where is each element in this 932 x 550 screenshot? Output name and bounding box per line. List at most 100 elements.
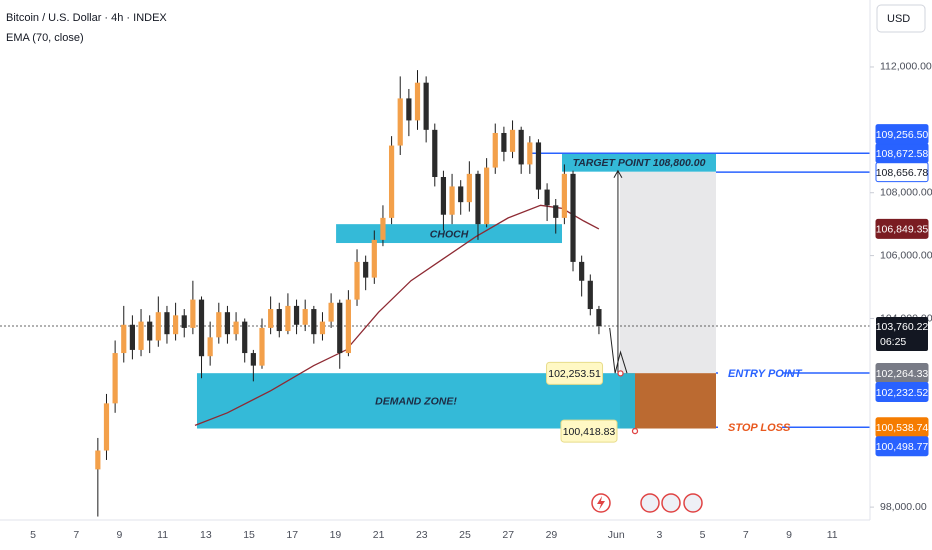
candle-body — [103, 403, 110, 451]
x-tick-label: 3 — [656, 529, 662, 541]
price-tag — [875, 218, 929, 239]
event-icon[interactable] — [683, 493, 703, 513]
event-icon[interactable] — [640, 493, 660, 513]
x-tick-label: Jun — [608, 529, 625, 541]
chart-title: Bitcoin / U.S. Dollar · 4h · INDEX — [6, 12, 167, 24]
price-tag-label: 106,849.35 — [876, 224, 929, 236]
candle-body — [216, 312, 222, 338]
x-tick-label: 27 — [502, 529, 514, 541]
plot-area: CHOCH DEMAND ZONE! TARGET POINT 108,800.00… — [0, 70, 870, 517]
event-icon[interactable] — [661, 493, 681, 513]
stop-tag-label: 100,418.83 — [563, 426, 616, 438]
candle-body — [475, 173, 481, 225]
price-tag-label: 100,498.77 — [876, 441, 929, 453]
candle-body — [172, 315, 179, 335]
level-label: ENTRY POINT — [728, 368, 803, 380]
candle-body — [129, 324, 136, 350]
loss-area — [619, 373, 717, 429]
x-tick-label: 17 — [286, 529, 298, 541]
y-tick-label: 106,000.00 — [880, 249, 932, 261]
candle-body — [207, 337, 213, 357]
x-tick-label: 21 — [373, 529, 385, 541]
candle-body — [579, 261, 585, 281]
current-price-label: 103,760.22 — [876, 321, 929, 333]
x-tick-label: 11 — [157, 529, 168, 541]
candle-body — [518, 129, 524, 165]
x-tick-label: 25 — [459, 529, 471, 541]
currency-label[interactable]: USD — [887, 13, 910, 25]
candle-body — [587, 280, 593, 310]
candle-body — [268, 309, 274, 328]
currency-button[interactable] — [876, 4, 926, 33]
x-tick-label: 5 — [700, 529, 706, 541]
event-icons — [591, 493, 703, 513]
candle-body — [380, 217, 386, 240]
zone — [336, 224, 563, 244]
candle-body — [198, 299, 205, 357]
price-tag-label: 109,256.50 — [876, 129, 929, 141]
candle-body — [190, 299, 196, 328]
candle-body — [233, 321, 239, 335]
candle-body — [138, 321, 144, 350]
entry-tag-box — [546, 361, 604, 385]
candle-body — [414, 82, 421, 121]
price-tag — [875, 436, 929, 457]
stop-tag-point — [631, 427, 639, 435]
candle-body — [501, 132, 507, 152]
current-price-tag — [876, 317, 928, 352]
zone-label: DEMAND ZONE! — [375, 396, 457, 408]
candle-body — [553, 205, 559, 218]
entry-tag-point — [617, 370, 624, 377]
candle-body — [544, 189, 550, 206]
arrow-head — [613, 169, 623, 178]
candle-body — [527, 142, 533, 165]
candle-body — [164, 312, 170, 335]
price-tag-label: 108,656.78 — [876, 167, 929, 179]
price-tag-label: 102,232.52 — [876, 387, 929, 399]
x-tick-label: 7 — [743, 529, 749, 541]
candle-body — [371, 239, 377, 278]
x-tick-label: 5 — [30, 529, 36, 541]
x-tick-label: 15 — [243, 529, 255, 541]
y-tick-label: 112,000.00 — [880, 61, 932, 73]
x-tick-label: 11 — [827, 529, 838, 541]
candle-body — [388, 145, 395, 218]
x-tick-label: 23 — [416, 529, 428, 541]
price-tag-label: 100,538.74 — [876, 422, 929, 434]
zone-label: TARGET POINT 108,800.00 — [573, 157, 706, 169]
candle-body — [345, 299, 351, 354]
candle-body — [95, 450, 101, 470]
event-icon-bolt — [597, 496, 605, 510]
x-tick-label: 19 — [330, 529, 342, 541]
zone — [562, 153, 717, 172]
profit-area — [619, 171, 717, 374]
candle-body — [224, 312, 231, 335]
price-tag-label: 108,672.58 — [876, 148, 929, 160]
candle-body — [155, 312, 161, 341]
candle-body — [328, 302, 334, 322]
candle-body — [423, 82, 429, 130]
candle-body — [535, 142, 542, 190]
x-tick-label: 9 — [117, 529, 123, 541]
ema-line — [194, 204, 600, 427]
candle-body — [406, 98, 412, 121]
candle-body — [570, 173, 576, 262]
x-tick-label: 7 — [73, 529, 79, 541]
candle-body — [293, 305, 300, 325]
candle-body — [596, 309, 602, 327]
level-label: STOP LOSS — [728, 422, 791, 434]
candle-body — [484, 167, 490, 225]
y-tick-label: 108,000.00 — [880, 187, 932, 199]
candle-body — [466, 173, 472, 203]
candle-body — [147, 321, 153, 341]
price-axis: 5 7 9 11 13 15 17 19 21 23 25 27 29 Jun 3 5 7 9 11 98,000.0… — [30, 61, 932, 541]
level-label-bg — [718, 366, 783, 381]
candle-body — [112, 353, 118, 404]
countdown-label: 06:25 — [880, 336, 906, 348]
x-tick-label: 13 — [200, 529, 212, 541]
candle-body — [250, 353, 256, 366]
candle-body — [121, 324, 127, 354]
